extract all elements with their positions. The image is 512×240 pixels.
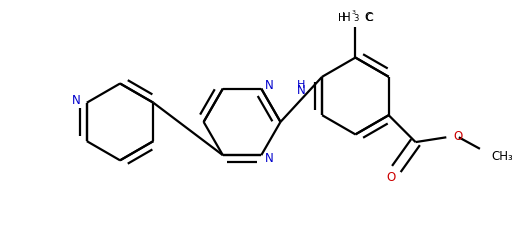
Text: N: N bbox=[72, 94, 80, 107]
Text: C: C bbox=[364, 11, 372, 24]
Text: H: H bbox=[342, 11, 351, 24]
Text: H: H bbox=[297, 80, 306, 90]
Text: N: N bbox=[297, 84, 306, 97]
Text: N: N bbox=[265, 152, 273, 165]
Text: O: O bbox=[453, 130, 462, 143]
Text: $_3$: $_3$ bbox=[351, 8, 356, 17]
Text: C: C bbox=[365, 13, 373, 23]
Text: N: N bbox=[265, 79, 273, 92]
Text: H: H bbox=[338, 13, 346, 23]
Text: O: O bbox=[386, 171, 395, 184]
Text: 3: 3 bbox=[353, 14, 359, 23]
Text: CH₃: CH₃ bbox=[492, 150, 512, 163]
